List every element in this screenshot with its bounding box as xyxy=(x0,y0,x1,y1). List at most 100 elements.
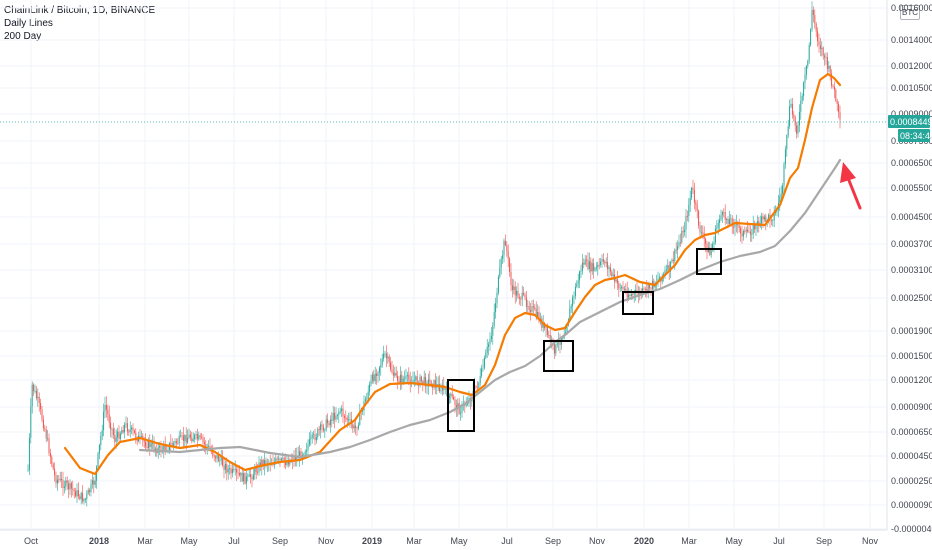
candle-body xyxy=(590,261,592,272)
candle-body xyxy=(545,327,547,329)
candle-body xyxy=(481,368,483,376)
candle-body xyxy=(622,286,624,290)
candle-body xyxy=(139,435,141,437)
candle-body xyxy=(826,57,828,69)
candle-body xyxy=(444,388,446,390)
candle-body xyxy=(236,469,238,473)
candle-body xyxy=(678,242,680,247)
candle-body xyxy=(527,306,529,307)
candle-body xyxy=(618,283,620,289)
candle-body xyxy=(62,480,64,488)
candle-body xyxy=(598,264,600,266)
candle-body xyxy=(376,373,378,376)
candle-body xyxy=(231,469,233,474)
candle-body xyxy=(798,111,800,126)
candle-body xyxy=(58,479,60,481)
candle-body xyxy=(212,451,214,456)
candle-body xyxy=(828,66,830,69)
candle-body xyxy=(450,393,452,396)
candle-body xyxy=(56,479,58,484)
legend-daily-lines: Daily Lines xyxy=(4,18,53,29)
x-tick-label: Jul xyxy=(228,536,240,546)
candle-body xyxy=(334,412,336,420)
candle-body xyxy=(630,294,632,296)
candle-body xyxy=(191,437,193,442)
candle-body xyxy=(663,273,665,276)
time-axis[interactable]: Oct 2018 Mar May Jul Sep Nov 2019 Mar May Jul Sep No… xyxy=(24,536,879,546)
candle-body xyxy=(626,290,628,298)
candle-body xyxy=(780,193,782,197)
candle-body xyxy=(712,244,714,251)
candle-body xyxy=(549,335,551,342)
candle-body xyxy=(338,412,340,416)
candle-body xyxy=(489,339,491,345)
candle-body xyxy=(434,380,436,388)
candle-body xyxy=(756,221,758,224)
candle-body xyxy=(677,246,679,251)
candle-body xyxy=(705,238,707,244)
candle-body xyxy=(784,149,786,165)
candle-body xyxy=(224,464,226,470)
candle-body xyxy=(208,446,210,447)
candle-body xyxy=(803,82,805,97)
candle-body xyxy=(65,480,67,487)
candle-body xyxy=(163,444,165,450)
candle-body xyxy=(339,411,341,412)
candle-body xyxy=(146,446,148,448)
candle-body xyxy=(262,459,264,467)
candle-body xyxy=(692,187,694,190)
candle-body xyxy=(685,215,687,230)
candle-body xyxy=(404,378,406,380)
candle-body xyxy=(40,403,42,410)
candle-body xyxy=(255,467,257,473)
candle-body xyxy=(320,424,322,430)
candle-body xyxy=(782,185,784,194)
currency-button[interactable]: BTC xyxy=(900,5,920,20)
candle-body xyxy=(422,381,424,384)
candle-body xyxy=(175,441,177,444)
price-badge xyxy=(888,115,930,128)
candle-body xyxy=(87,490,89,494)
candle-body xyxy=(54,468,56,476)
candle-body xyxy=(174,441,176,444)
candle-body xyxy=(359,411,361,425)
candle-body xyxy=(93,480,95,485)
candle-body xyxy=(534,307,536,310)
candle-body xyxy=(189,434,191,438)
candle-body xyxy=(133,430,135,433)
candle-body xyxy=(831,73,833,86)
candle-body xyxy=(383,353,385,359)
candle-body xyxy=(762,216,764,220)
candle-body xyxy=(318,429,320,430)
candle-body xyxy=(322,426,324,431)
candle-body xyxy=(111,428,113,430)
arrow-head xyxy=(840,162,856,183)
candle-body xyxy=(324,429,326,431)
candle-body xyxy=(488,344,490,347)
candle-body xyxy=(755,223,757,230)
candle-body xyxy=(675,249,677,251)
candle-body xyxy=(285,462,287,466)
candle-body xyxy=(34,390,36,392)
candle-body xyxy=(506,245,508,252)
candle-body xyxy=(336,415,338,416)
candle-body xyxy=(451,393,453,397)
candle-body xyxy=(800,100,802,112)
candle-body xyxy=(278,458,280,460)
candle-body xyxy=(580,270,582,272)
candle-body xyxy=(518,297,520,299)
candle-body xyxy=(164,444,166,451)
candle-body xyxy=(33,384,35,392)
candle-body xyxy=(213,455,215,457)
candle-body xyxy=(394,372,396,376)
candle-body xyxy=(248,474,250,477)
candle-body xyxy=(80,492,82,500)
candle-body xyxy=(119,433,121,439)
candle-body xyxy=(378,367,380,373)
candle-body xyxy=(454,399,456,406)
candle-body xyxy=(352,424,354,429)
